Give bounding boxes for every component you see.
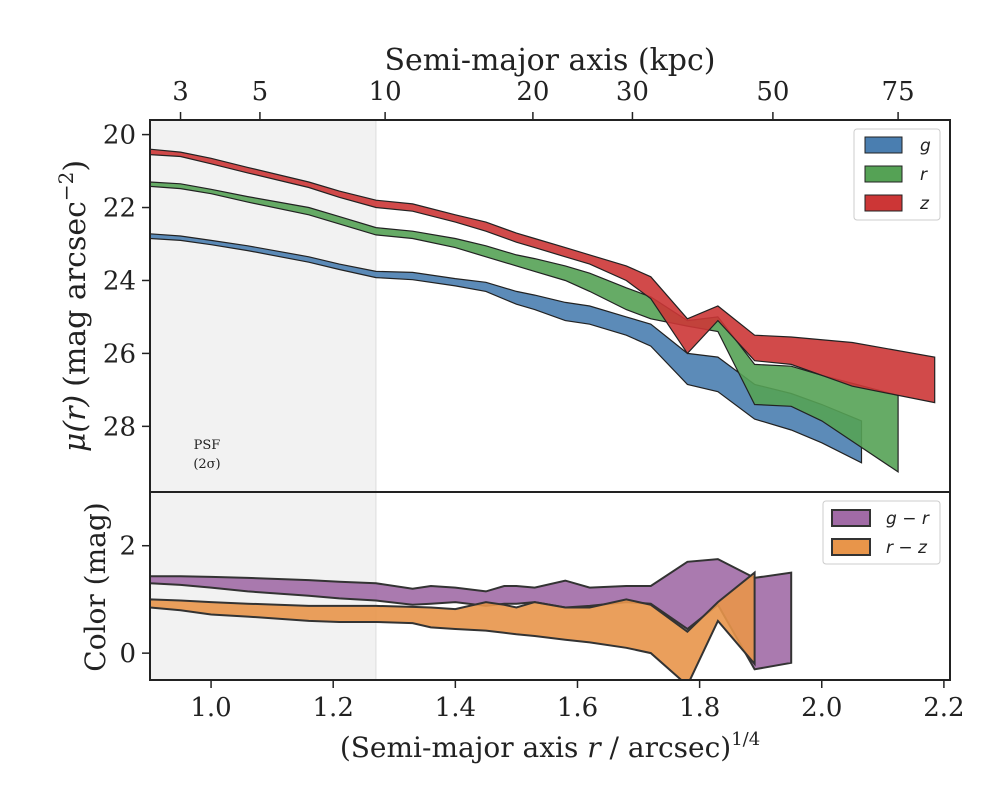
bottom-y-ticks: 02 [119, 532, 150, 669]
legend-swatch-g-minus-r [831, 509, 871, 527]
kpc-tick-label: 20 [516, 77, 549, 107]
color-y-tick-label: 0 [119, 639, 136, 669]
top-axis-label: Semi-major axis (kpc) [385, 43, 716, 78]
color-y-tick-label: 2 [119, 532, 136, 562]
legend-swatch-g [864, 136, 903, 154]
bottom-panel-frame [149, 491, 951, 681]
x-tick-label: 2.0 [801, 693, 842, 723]
x-label-exponent: 1/4 [731, 729, 760, 750]
bottom-y-axis-label: Color (mag) [79, 502, 112, 671]
legend-swatch-r-minus-z [831, 538, 871, 556]
y-label-close: ) [58, 160, 93, 172]
surface-brightness-bands [150, 120, 936, 492]
y-tick-label: 22 [103, 194, 136, 224]
legend-label-z: z [919, 194, 930, 214]
y-tick-label: 26 [103, 339, 136, 369]
bottom-x-ticks: 1.0 1.2 1.4 1.6 1.8 2.0 2.2 [190, 680, 965, 723]
band-rz [150, 570, 756, 680]
x-tick-label: 1.2 [313, 693, 354, 723]
y-label-exponent: −2 [54, 172, 78, 201]
kpc-tick-label: 75 [882, 77, 915, 107]
band-gr [150, 558, 793, 671]
top-y-axis-label: μ(r) (mag arcsec−2) [54, 160, 93, 452]
psf-region-top [150, 120, 376, 492]
legend-label-r-minus-z: r − z [886, 538, 928, 558]
psf-sigma-label: (2σ) [193, 457, 220, 472]
x-tick-label: 1.0 [190, 693, 231, 723]
top-y-ticks: 20 22 24 26 28 [103, 121, 150, 442]
band-r [150, 181, 899, 474]
mu-symbol: μ(r) [58, 395, 93, 452]
bottom-legend: g − r r − z [822, 500, 941, 565]
band-z [150, 148, 936, 404]
legend-label-g: g [920, 136, 931, 156]
legend-label-g-minus-r: g − r [886, 509, 930, 529]
kpc-tick-label: 10 [369, 77, 402, 107]
y-tick-label: 24 [103, 266, 136, 296]
psf-label: PSF [194, 438, 221, 453]
band-g [150, 233, 863, 464]
x-tick-label: 1.8 [679, 693, 720, 723]
top-legend: g r z [853, 128, 941, 221]
x-tick-label: 1.6 [557, 693, 598, 723]
color-bands [150, 492, 793, 680]
kpc-tick-label: 3 [172, 77, 189, 107]
legend-swatch-r [864, 165, 903, 183]
top-x-ticks-kpc: 3 5 10 20 30 50 75 [172, 77, 915, 120]
x-tick-label: 2.2 [923, 693, 964, 723]
x-label-unit: / arcsec) [601, 731, 732, 764]
bottom-x-axis-label: (Semi-major axis r / arcsec)1/4 [340, 729, 760, 764]
kpc-tick-label: 5 [252, 77, 269, 107]
kpc-tick-label: 50 [756, 77, 789, 107]
y-tick-label: 20 [103, 121, 136, 151]
x-label-variable: r [587, 731, 602, 764]
x-label-main: (Semi-major axis [340, 731, 587, 764]
kpc-tick-label: 30 [616, 77, 649, 107]
y-tick-label: 28 [103, 412, 136, 442]
legend-swatch-z [864, 194, 903, 212]
y-label-unit: (mag arcsec [58, 201, 93, 387]
legend-label-r: r [920, 165, 928, 185]
x-tick-label: 1.4 [435, 693, 476, 723]
